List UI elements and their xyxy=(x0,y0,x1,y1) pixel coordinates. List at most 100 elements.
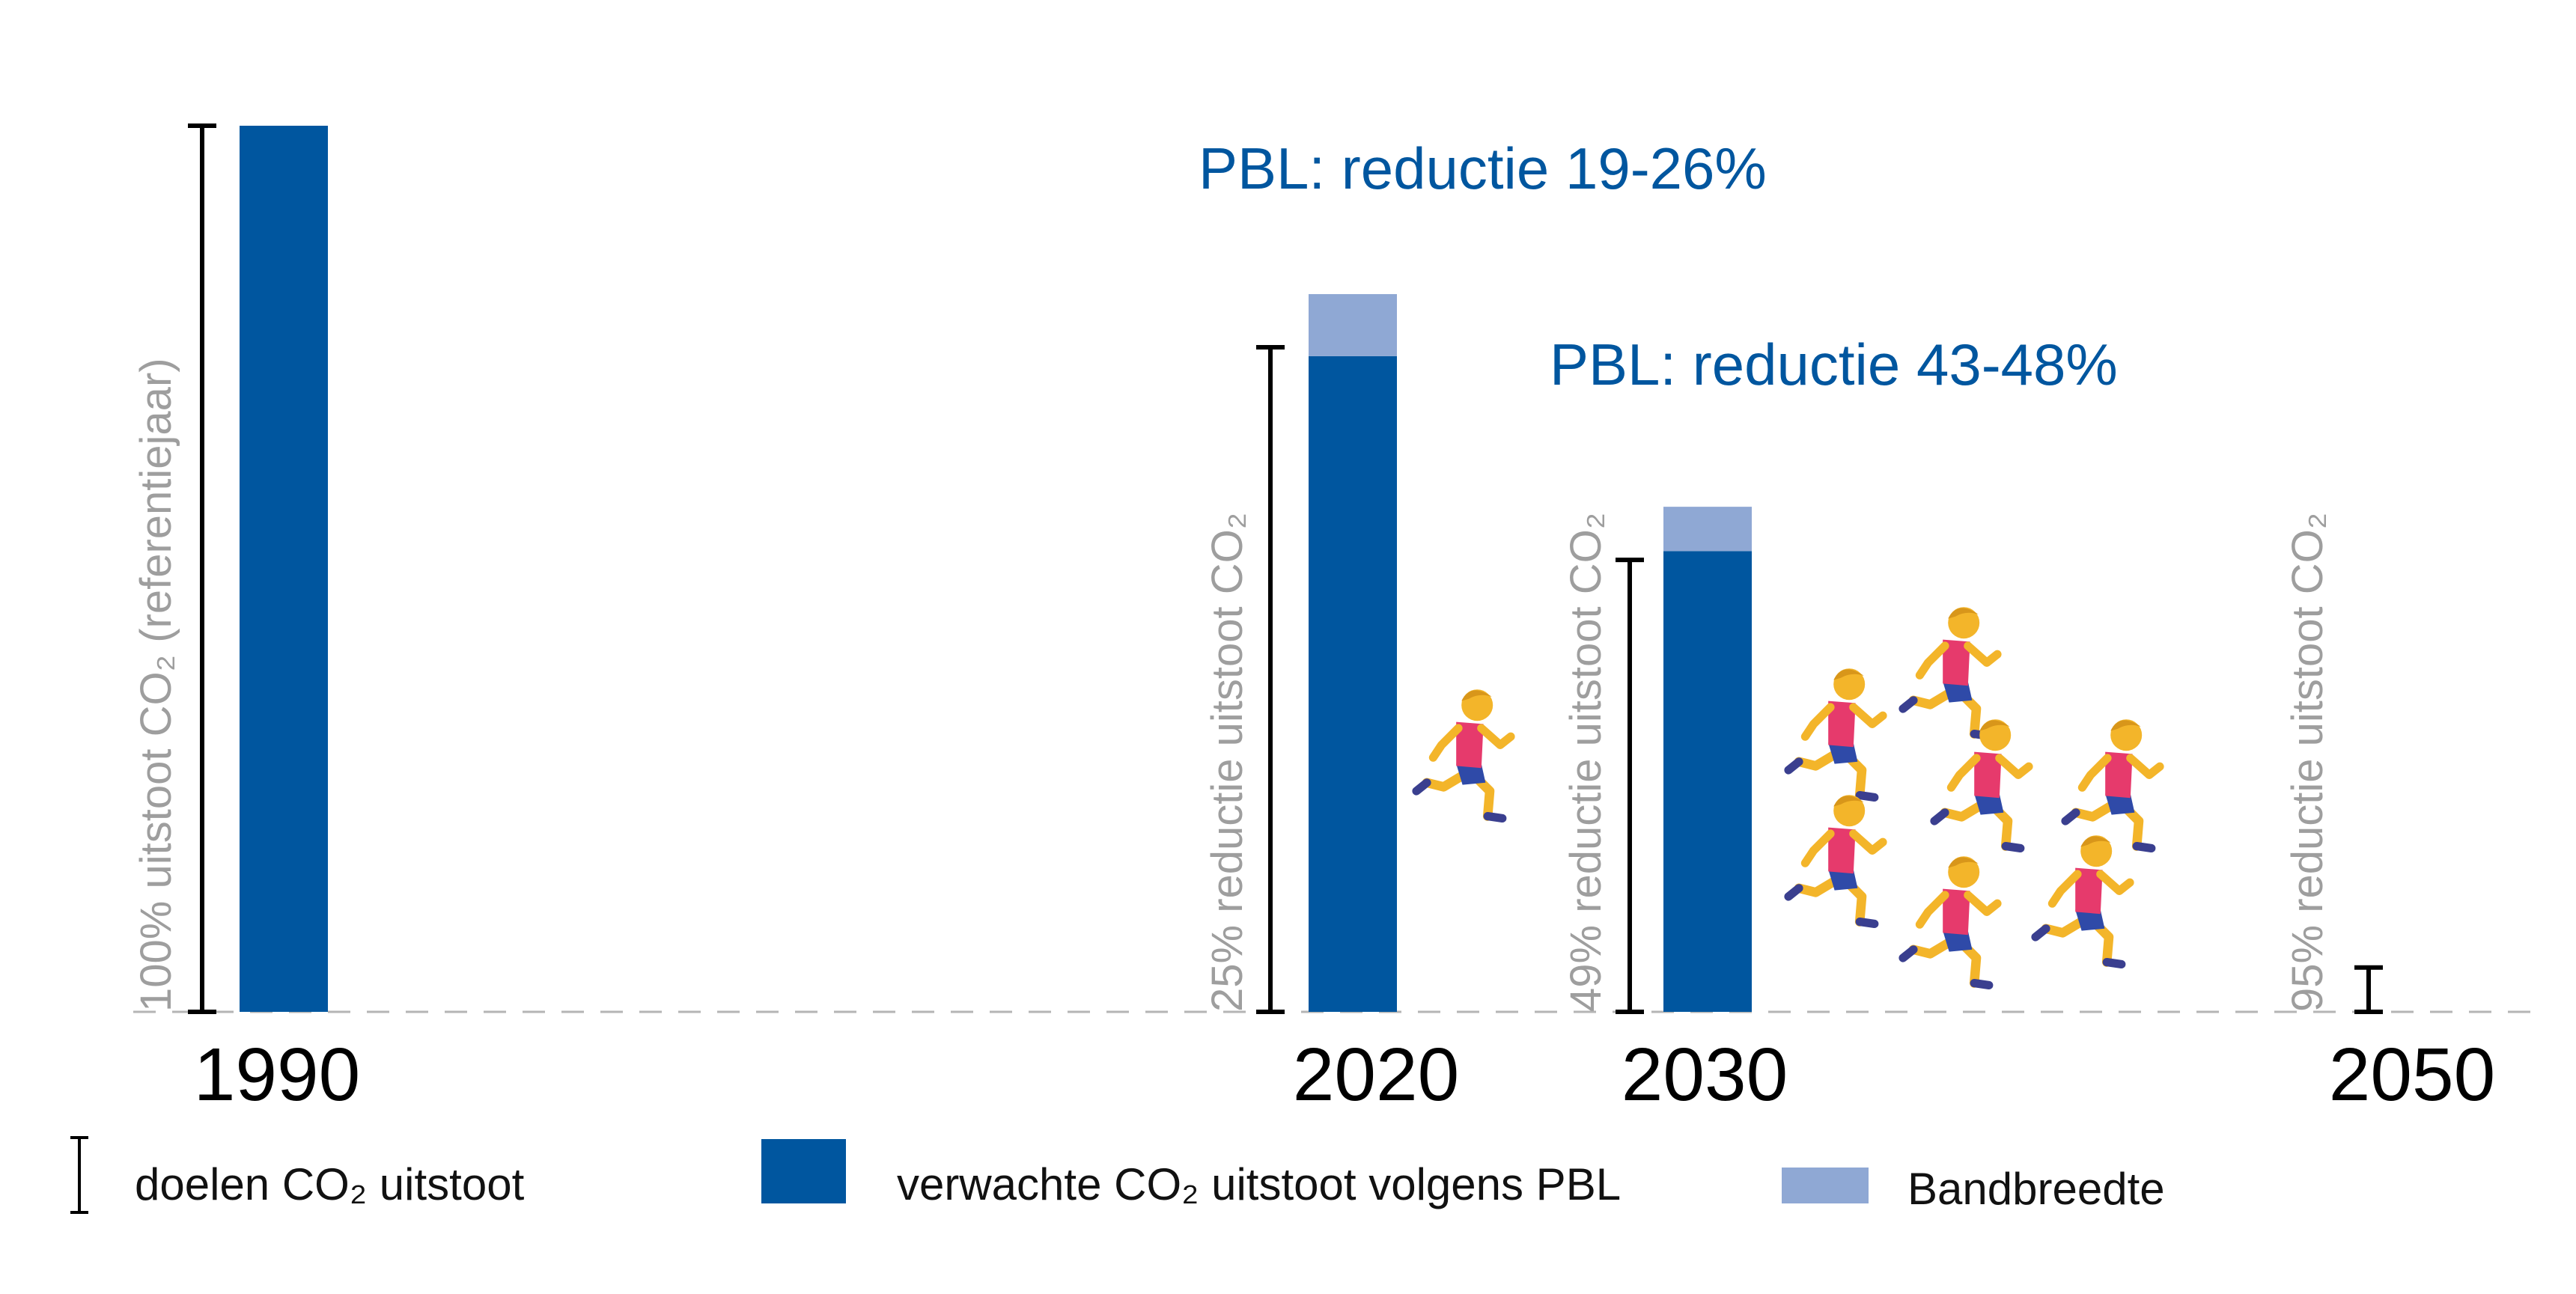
runner-shoe-back xyxy=(1784,757,1803,775)
legend-label-expected: verwachte CO₂ uitstoot volgens PBL xyxy=(897,1159,1621,1209)
runner-shirt xyxy=(1828,701,1856,748)
runner-leg-back xyxy=(1908,936,1956,959)
runner-arm-front xyxy=(1849,829,1887,855)
runner-icon xyxy=(1930,719,2033,852)
runner-arm-front xyxy=(1849,703,1887,729)
runner-shorts xyxy=(1943,681,1973,703)
runner-shoe-front xyxy=(2001,841,2025,852)
runner-hair xyxy=(1948,857,1979,868)
runner-shoe-front xyxy=(1970,978,1994,989)
runner-shirt xyxy=(1828,827,1856,874)
runner-shirt xyxy=(1943,888,1970,936)
legend: doelen CO₂ uitstoot verwachte CO₂ uitstoo… xyxy=(70,1136,2165,1214)
runner-shoe-back xyxy=(2031,924,2050,941)
year-label-2020: 2020 xyxy=(1293,1033,1459,1117)
runner-arm-back xyxy=(1946,754,1981,792)
goal-bracket-2050 xyxy=(2354,965,2383,1014)
goal-label-1990: 100% uitstoot CO₂ (referentiejaar) xyxy=(132,358,180,1012)
runner-leg-back xyxy=(1908,687,1956,709)
runner-arm-back xyxy=(1915,891,1949,929)
legend-swatch-band xyxy=(1782,1168,1869,1203)
runner-arm-back xyxy=(2077,754,2112,792)
runner-leg-back xyxy=(1422,769,1470,792)
goal-bracket-2030 xyxy=(1616,558,1644,1014)
runner-shoe-back xyxy=(1898,696,1918,713)
runner-shoe-back xyxy=(1412,778,1431,796)
runner-icon xyxy=(1784,668,1887,802)
runner-shoe-back xyxy=(1784,884,1803,901)
runner-shirt xyxy=(2105,751,2133,799)
runner-arm-front xyxy=(1964,891,2002,917)
goal-bracket-1990 xyxy=(188,123,216,1014)
runner-leg-back xyxy=(2071,799,2119,822)
runner-arm-back xyxy=(2047,870,2082,908)
runner-shorts xyxy=(2105,793,2135,815)
runner-arm-back xyxy=(1915,641,1949,680)
legend-swatch-expected xyxy=(761,1139,846,1203)
legend-label-goal: doelen CO₂ uitstoot xyxy=(135,1159,525,1209)
bar-expected-1990 xyxy=(240,126,328,1012)
runner-shoe-front xyxy=(1483,811,1507,823)
runner-icon xyxy=(2031,835,2134,968)
runner-arm-back xyxy=(1800,829,1835,867)
annotation-2030: PBL: reductie 43-48% xyxy=(1550,332,2118,397)
runner-shirt xyxy=(1456,721,1484,769)
runner-hair xyxy=(1979,720,2010,731)
runner-shorts xyxy=(1828,742,1858,764)
runner-shorts xyxy=(1943,930,1973,952)
runner-shoe-front xyxy=(2132,841,2156,852)
goal-label-2020: 25% reductie uitstoot CO₂ xyxy=(1203,513,1252,1012)
bar-band-2030 xyxy=(1663,507,1752,552)
runners-layer xyxy=(1412,607,2164,989)
runner-leg-back xyxy=(1794,748,1842,771)
runner-shorts xyxy=(2075,909,2105,931)
runner-shoe-front xyxy=(1855,917,1879,928)
runner-icon xyxy=(1898,607,2002,740)
runner-hair xyxy=(1461,690,1492,701)
runner-icon xyxy=(1898,856,2002,989)
runner-leg-back xyxy=(1940,799,1988,822)
runner-icon xyxy=(1784,795,1887,928)
runner-hair xyxy=(2110,720,2141,731)
runner-shoe-back xyxy=(2061,808,2080,825)
runner-hair xyxy=(2080,836,2111,847)
runner-hair xyxy=(1833,796,1864,807)
runner-shirt xyxy=(1974,751,2002,799)
goal-range-icon xyxy=(70,1136,88,1214)
runner-shirt xyxy=(1943,639,1970,686)
year-label-2030: 2030 xyxy=(1622,1033,1788,1117)
labels-layer: 100% uitstoot CO₂ (referentiejaar) 25% re… xyxy=(132,135,2495,1117)
goals-layer xyxy=(188,123,2383,1014)
runner-leg-back xyxy=(1794,875,1842,897)
runner-shorts xyxy=(1828,869,1858,891)
runner-arm-front xyxy=(1995,754,2033,780)
runner-hair xyxy=(1833,669,1864,680)
runner-arm-back xyxy=(1800,703,1835,741)
runner-arm-front xyxy=(2096,870,2134,896)
year-label-1990: 1990 xyxy=(194,1033,360,1117)
runner-shoe-back xyxy=(1930,808,1949,825)
runner-icon xyxy=(2061,719,2164,852)
runner-arm-front xyxy=(1964,641,2002,668)
bar-expected-2030 xyxy=(1663,551,1752,1012)
bar-band-2020 xyxy=(1309,293,1397,356)
goal-label-2050: 95% reductie uitstoot CO₂ xyxy=(2283,513,2332,1012)
runner-shirt xyxy=(2075,867,2103,915)
year-label-2050: 2050 xyxy=(2329,1033,2495,1117)
runner-shorts xyxy=(1456,763,1486,785)
runner-arm-front xyxy=(2126,754,2164,780)
runner-arm-back xyxy=(1428,724,1463,762)
runner-hair xyxy=(1948,608,1979,619)
runner-shoe-front xyxy=(2102,957,2126,968)
goal-label-2030: 49% reductie uitstoot CO₂ xyxy=(1562,513,1610,1012)
runner-shorts xyxy=(1974,793,2004,815)
runner-shoe-front xyxy=(1855,790,1879,802)
runner-leg-back xyxy=(2041,915,2089,938)
goal-bracket-2020 xyxy=(1256,345,1285,1014)
runner-arm-front xyxy=(1477,724,1515,750)
legend-label-band: Bandbreedte xyxy=(1907,1164,2165,1214)
runner-shoe-back xyxy=(1898,945,1918,962)
bars-layer xyxy=(240,126,1752,1013)
runner-icon xyxy=(1412,689,1515,823)
